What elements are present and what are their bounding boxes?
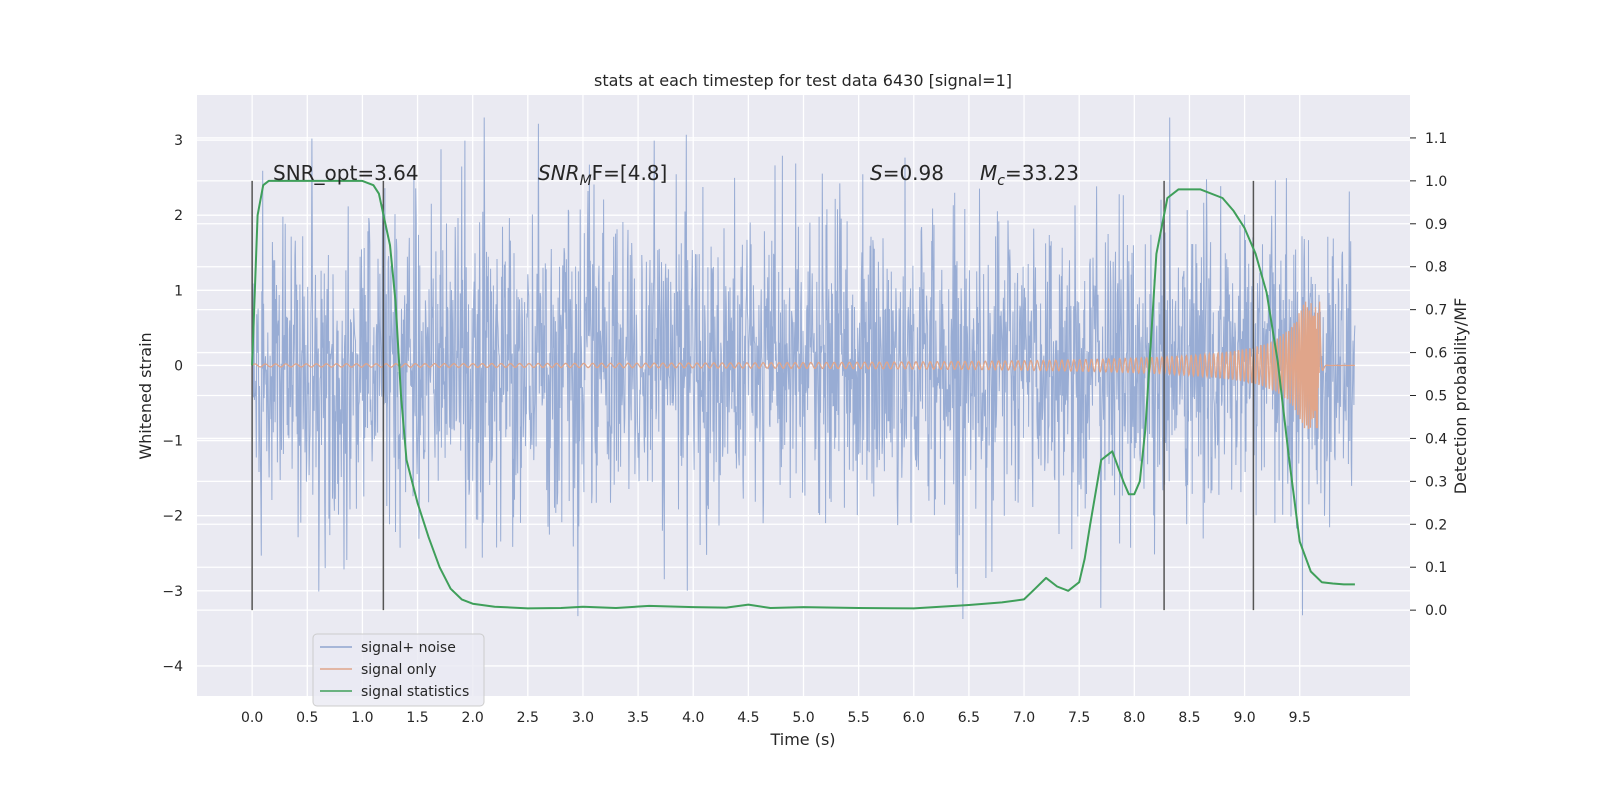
x-tick-label: 6.5 [958,710,980,726]
x-tick-label: 2.5 [517,710,539,726]
signal-plus-noise-series [251,117,1356,620]
x-tick-label: 8.5 [1178,710,1200,726]
x-tick-label: 7.0 [1013,710,1035,726]
y-right-tick-labels: 1.1 1.0 0.9 0.8 0.7 0.6 0.5 0.4 0.3 0.2 0.1 0.0 [1410,131,1447,619]
y-right-tick-label: 1.0 [1425,174,1447,190]
vertical-markers [251,180,1255,611]
legend-box [312,633,485,707]
signal-only-series [251,301,1355,430]
annotation-mc: Mc=33.23 [980,161,1079,189]
annotation-snr-opt: SNR_opt=3.64 [273,161,419,185]
x-tick-label: 8.0 [1123,710,1145,726]
series-line-signal-statistics [251,179,1355,610]
y-right-tick-label: 0.3 [1425,474,1447,490]
legend-label-signal-statistics: signal statistics [361,684,469,700]
x-axis-label: Time (s) [769,730,835,749]
y-right-axis-label: Detection probability/MF [1451,298,1470,495]
signal-statistics-series [251,179,1355,610]
y-right-tick-label: 0.7 [1425,303,1447,319]
x-tick-label: 1.0 [351,710,373,726]
y-right-tick-label: 0.6 [1425,346,1447,362]
annotation-snr-mf: SNRMF=[4.8] [538,161,667,189]
x-tick-label: 5.0 [792,710,814,726]
legend: signal+ noise signal only signal statist… [312,633,485,707]
x-tick-label: 3.0 [572,710,594,726]
x-tick-label: 6.0 [903,710,925,726]
annotation-s: S=0.98 [870,161,944,185]
y-tick-label: 3 [174,133,183,149]
x-tick-label: 0.5 [296,710,318,726]
x-tick-label: 9.5 [1289,710,1311,726]
legend-label-signal-plus-noise: signal+ noise [361,640,456,656]
x-tick-label: 2.0 [462,710,484,726]
x-tick-label: 5.5 [848,710,870,726]
legend-label-signal-only: signal only [361,662,436,678]
y-right-tick-label: 0.1 [1425,560,1447,576]
y-tick-label: −3 [162,584,183,600]
series-line-signal-plus-noise [251,117,1356,620]
y-tick-label: 0 [174,358,183,374]
series-line-signal-only [251,301,1355,430]
y-tick-labels: 3 2 1 0 −1 −2 −3 −4 [162,133,183,675]
y-tick-label: −4 [162,659,183,675]
y-right-tick-label: 0.4 [1425,431,1447,447]
y-right-tick-label: 0.8 [1425,260,1447,276]
x-tick-label: 9.0 [1233,710,1255,726]
y-tick-label: 1 [174,283,183,299]
y-tick-label: −2 [162,509,183,525]
y-right-tick-label: 0.0 [1425,603,1447,619]
x-tick-label: 3.5 [627,710,649,726]
x-tick-label: 1.5 [406,710,428,726]
chart-title: stats at each timestep for test data 643… [594,71,1012,90]
y-tick-label: 2 [174,208,183,224]
y-right-tick-label: 0.9 [1425,217,1447,233]
x-tick-label: 0.0 [241,710,263,726]
y-axis-label: Whitened strain [136,332,155,459]
x-tick-labels: 0.0 0.5 1.0 1.5 2.0 2.5 3.0 3.5 4.0 4.5 5.0 5.5 6.0 6… [241,710,1311,726]
y-right-tick-label: 0.5 [1425,389,1447,405]
y-right-tick-label: 0.2 [1425,517,1447,533]
x-tick-label: 4.5 [737,710,759,726]
x-tick-label: 7.5 [1068,710,1090,726]
y-right-tick-label: 1.1 [1425,131,1447,147]
y-tick-label: −1 [162,434,183,450]
x-tick-label: 4.0 [682,710,704,726]
